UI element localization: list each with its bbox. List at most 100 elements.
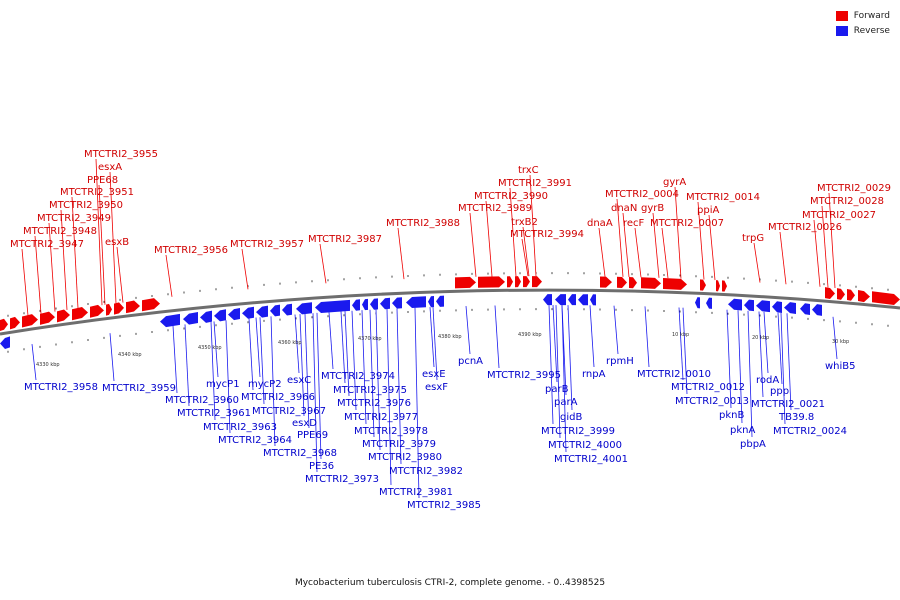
leader-line	[469, 212, 477, 277]
scale-label: 4340 kbp	[118, 352, 142, 358]
leader-line	[21, 248, 29, 316]
forward-gene-arrow	[523, 276, 530, 288]
gene-label: esxC	[287, 375, 311, 386]
leader-line	[184, 324, 190, 407]
gene-label: MTCTRI2_3989	[458, 203, 532, 214]
forward-gene-arrow	[90, 304, 104, 318]
gene-label: MTCTRI2_3958	[24, 382, 98, 393]
gene-label: parA	[554, 397, 578, 408]
leader-line	[697, 201, 705, 280]
reverse-gene-arrow	[706, 297, 712, 309]
gene-label: MTCTRI2_3961	[177, 408, 251, 419]
gene-label: MTCTRI2_0028	[810, 196, 884, 207]
reverse-gene-arrow	[370, 298, 378, 310]
leader-line	[561, 305, 567, 453]
legend-forward-label: Forward	[853, 10, 890, 21]
gene-label: MTCTRI2_0024	[773, 426, 847, 437]
reverse-gene-arrow	[800, 303, 810, 315]
leader-line	[165, 254, 173, 297]
reverse-gene-arrow	[282, 303, 292, 316]
leader-line	[674, 186, 682, 279]
gene-label: gyrB	[641, 203, 664, 214]
forward-gene-arrow	[40, 311, 55, 325]
leader-line	[172, 325, 178, 394]
leader-line	[294, 314, 300, 374]
leader-line	[548, 305, 554, 425]
gene-label: parB	[545, 384, 569, 395]
leader-line	[397, 227, 405, 280]
gene-label: dnaA	[587, 218, 613, 229]
gene-label: MTCTRI2_3974	[321, 371, 395, 382]
forward-genes	[0, 276, 900, 331]
leader-line	[375, 309, 381, 451]
leader-line	[465, 306, 471, 355]
gene-label: MTCTRI2_3980	[368, 452, 442, 463]
forward-gene-arrow	[532, 276, 542, 288]
reverse-gene-arrow	[256, 305, 268, 318]
leader-line	[259, 317, 265, 405]
scale-label: 4360 kbp	[278, 340, 302, 346]
gene-label: MTCTRI2_3994	[510, 229, 584, 240]
gene-label: MTCTRI2_3967	[252, 406, 326, 417]
forward-gene-arrow	[22, 314, 38, 328]
leader-line	[414, 307, 420, 499]
gene-label: MTCTRI2_3977	[344, 412, 418, 423]
gene-label: MTCTRI2_3982	[389, 466, 463, 477]
reverse-gene-arrow	[315, 299, 350, 314]
forward-gene-arrow	[858, 289, 870, 303]
gene-label: MTCTRI2_3968	[263, 448, 337, 459]
gene-label: MTCTRI2_3981	[379, 487, 453, 498]
gene-label: MTCTRI2_0004	[605, 189, 679, 200]
scale-ticks	[7, 272, 889, 353]
gene-label: MTCTRI2_3973	[305, 474, 379, 485]
leader-line	[494, 305, 500, 369]
gene-label: esxA	[98, 162, 122, 173]
leader-line	[758, 311, 764, 398]
gene-label: MTCTRI2_3966	[241, 392, 315, 403]
gene-label: MTCTRI2_3947	[10, 239, 84, 250]
gene-label: pcnA	[458, 356, 483, 367]
leader-line	[509, 187, 517, 277]
leader-line	[521, 238, 529, 277]
legend: Forward Reverse	[835, 8, 890, 38]
gene-label: MTCTRI2_3963	[203, 422, 277, 433]
leader-line	[48, 222, 56, 312]
gene-label: MTCTRI2_3959	[102, 383, 176, 394]
reverse-gene-arrow	[772, 301, 782, 313]
gene-label: MTCTRI2_0010	[637, 369, 711, 380]
label-leader-lines	[21, 158, 838, 499]
gene-label: trxC	[518, 165, 539, 176]
leader-line	[652, 212, 660, 278]
leader-line	[786, 313, 792, 411]
leader-line	[116, 246, 124, 303]
forward-gene-arrow	[716, 280, 720, 292]
leader-line	[529, 174, 537, 277]
leader-line	[98, 184, 106, 305]
gene-label: TB39.8	[778, 412, 814, 423]
leader-line	[661, 227, 669, 279]
gene-label: MTCTRI2_0014	[686, 192, 760, 203]
gene-label: MTCTRI2_3955	[84, 149, 158, 160]
forward-gene-arrow	[10, 316, 20, 330]
scale-label: 30 kbp	[832, 339, 849, 345]
gene-label: rnpA	[582, 369, 606, 380]
leader-line	[708, 214, 716, 281]
reverse-gene-arrow	[568, 294, 576, 306]
reverse-gene-arrow	[392, 297, 402, 309]
reverse-swatch	[835, 25, 848, 36]
leader-line	[821, 205, 829, 288]
reverse-gene-arrow	[555, 294, 566, 306]
forward-gene-arrow	[515, 276, 521, 288]
reverse-gene-arrow	[270, 304, 280, 317]
forward-gene-labels: MTCTRI2_3955 esxA PPE68 MTCTRI2_3951 MTC…	[10, 149, 891, 256]
leader-line	[241, 248, 249, 290]
leader-line	[213, 321, 219, 378]
leader-line	[753, 242, 761, 283]
scale-label: 20 kbp	[752, 335, 769, 341]
gene-label: MTCTRI2_0027	[802, 210, 876, 221]
leader-line	[828, 192, 836, 288]
forward-gene-arrow	[872, 291, 900, 305]
gene-label: MTCTRI2_0021	[751, 399, 825, 410]
reverse-gene-arrow	[590, 294, 596, 306]
scale-label: 4380 kbp	[438, 334, 462, 340]
